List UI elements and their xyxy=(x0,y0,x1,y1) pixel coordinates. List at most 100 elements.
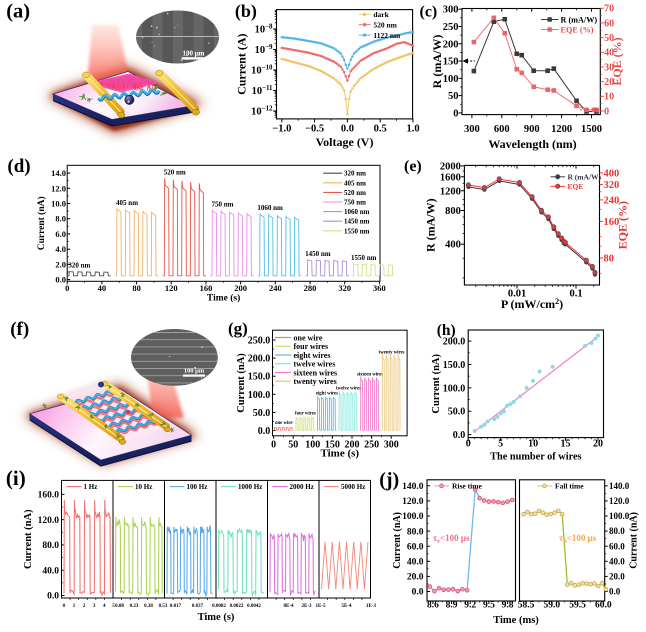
svg-text:EQE (%): EQE (%) xyxy=(561,26,594,35)
svg-text:59.5: 59.5 xyxy=(569,601,586,611)
svg-text:9.2: 9.2 xyxy=(464,601,476,611)
svg-text:0.0: 0.0 xyxy=(341,123,354,134)
svg-text:100 μm: 100 μm xyxy=(184,368,205,375)
svg-text:50: 50 xyxy=(604,33,614,44)
svg-text:(d): (d) xyxy=(7,156,30,177)
svg-text:0.0: 0.0 xyxy=(258,426,271,437)
svg-text:2000: 2000 xyxy=(440,161,461,172)
svg-text:0: 0 xyxy=(466,439,471,450)
svg-text:20.0: 20.0 xyxy=(609,572,625,582)
svg-text:750 nm: 750 nm xyxy=(211,200,233,208)
svg-text:140.0: 140.0 xyxy=(402,482,424,492)
svg-text:EQE (%): EQE (%) xyxy=(616,201,630,249)
svg-text:40.0: 40.0 xyxy=(609,556,625,566)
svg-text:150: 150 xyxy=(443,57,459,68)
svg-text:0.5: 0.5 xyxy=(374,123,387,134)
svg-text:0.0: 0.0 xyxy=(47,592,59,602)
svg-text:14.0: 14.0 xyxy=(51,168,66,178)
svg-text:0.08: 0.08 xyxy=(115,604,124,609)
svg-text:320 nm: 320 nm xyxy=(344,170,366,178)
svg-text:100 μm: 100 μm xyxy=(182,50,204,58)
svg-text:1 Hz: 1 Hz xyxy=(84,483,98,491)
svg-text:60.0: 60.0 xyxy=(609,541,625,551)
svg-text:0.23: 0.23 xyxy=(130,604,139,609)
svg-text:140.0: 140.0 xyxy=(609,481,630,491)
svg-text:6.0: 6.0 xyxy=(55,229,66,239)
svg-text:8.0: 8.0 xyxy=(55,214,66,224)
svg-text:80: 80 xyxy=(604,254,615,265)
svg-text:5000 Hz: 5000 Hz xyxy=(341,483,365,491)
svg-text:150.0: 150.0 xyxy=(248,372,271,383)
svg-text:R (mA/W): R (mA/W) xyxy=(561,16,598,25)
svg-text:200.0: 200.0 xyxy=(443,337,466,348)
svg-text:10−8: 10−8 xyxy=(255,24,273,36)
svg-text:8E-4: 8E-4 xyxy=(284,604,295,609)
svg-text:70: 70 xyxy=(604,4,614,15)
svg-text:1: 1 xyxy=(73,604,76,609)
svg-text:10−12: 10−12 xyxy=(251,106,273,118)
svg-text:200.0: 200.0 xyxy=(248,354,271,365)
svg-text:2: 2 xyxy=(83,604,86,609)
svg-text:1060 nm: 1060 nm xyxy=(344,208,370,216)
svg-text:20.0: 20.0 xyxy=(407,573,424,583)
svg-text:2.0: 2.0 xyxy=(55,259,66,269)
svg-text:Current (nA): Current (nA) xyxy=(236,353,247,413)
svg-text:1122 nm: 1122 nm xyxy=(373,31,401,40)
svg-text:(c): (c) xyxy=(420,4,438,21)
svg-text:80: 80 xyxy=(132,283,141,293)
svg-text:Current (nA): Current (nA) xyxy=(23,509,34,569)
svg-text:0.53: 0.53 xyxy=(159,604,168,609)
svg-text:200: 200 xyxy=(443,39,459,50)
svg-text:sixteen wires: sixteen wires xyxy=(357,373,383,378)
svg-text:60.0: 60.0 xyxy=(595,601,612,611)
svg-text:200: 200 xyxy=(345,440,360,451)
svg-text:600: 600 xyxy=(494,124,510,135)
svg-text:150.0: 150.0 xyxy=(443,360,466,371)
svg-text:1000 Hz: 1000 Hz xyxy=(238,483,262,491)
svg-text:10 Hz: 10 Hz xyxy=(135,483,152,491)
svg-text:(i): (i) xyxy=(6,466,26,490)
svg-text:twenty wires: twenty wires xyxy=(294,377,337,386)
svg-text:0: 0 xyxy=(65,283,69,293)
svg-text:0.0: 0.0 xyxy=(412,588,424,598)
svg-text:50.0: 50.0 xyxy=(253,408,271,419)
svg-text:one wire: one wire xyxy=(275,421,292,426)
svg-text:(g): (g) xyxy=(228,319,248,338)
svg-text:59.0: 59.0 xyxy=(544,601,561,611)
svg-text:120: 120 xyxy=(165,283,178,293)
svg-text:300: 300 xyxy=(443,5,459,16)
svg-text:5: 5 xyxy=(112,604,115,609)
svg-text:100.0: 100.0 xyxy=(402,512,424,522)
svg-text:300: 300 xyxy=(384,440,399,451)
svg-text:10: 10 xyxy=(604,92,614,103)
svg-text:80.0: 80.0 xyxy=(42,541,59,551)
svg-text:EQE: EQE xyxy=(568,182,584,191)
svg-text:0.01: 0.01 xyxy=(508,289,526,300)
svg-text:200: 200 xyxy=(234,283,247,293)
svg-text:4.0: 4.0 xyxy=(55,244,66,254)
svg-text:0.0: 0.0 xyxy=(55,275,66,285)
svg-text:40.0: 40.0 xyxy=(42,566,59,576)
svg-text:R (mA/W): R (mA/W) xyxy=(424,198,438,252)
svg-text:1550 nm: 1550 nm xyxy=(351,254,377,262)
svg-text:1550 nm: 1550 nm xyxy=(344,227,370,235)
svg-text:50: 50 xyxy=(288,440,298,451)
svg-text:100.0: 100.0 xyxy=(609,511,630,521)
svg-text:1E-3: 1E-3 xyxy=(366,604,377,609)
svg-text:0.0: 0.0 xyxy=(453,430,466,441)
svg-text:1600: 1600 xyxy=(440,172,461,183)
svg-text:120.0: 120.0 xyxy=(402,497,424,507)
svg-text:40: 40 xyxy=(604,48,614,59)
svg-text:100: 100 xyxy=(305,440,320,451)
svg-text:160: 160 xyxy=(604,217,620,228)
svg-text:10.0: 10.0 xyxy=(51,199,66,209)
svg-text:160: 160 xyxy=(200,283,213,293)
svg-text:3: 3 xyxy=(93,604,96,609)
svg-text:τd<100 μs: τd<100 μs xyxy=(559,533,597,545)
svg-text:58.5: 58.5 xyxy=(518,601,535,611)
svg-text:405 nm: 405 nm xyxy=(344,179,366,187)
svg-text:20: 20 xyxy=(593,439,603,450)
svg-text:Time (ms): Time (ms) xyxy=(493,615,539,626)
svg-text:four wires: four wires xyxy=(295,411,316,416)
svg-text:30: 30 xyxy=(604,62,614,73)
